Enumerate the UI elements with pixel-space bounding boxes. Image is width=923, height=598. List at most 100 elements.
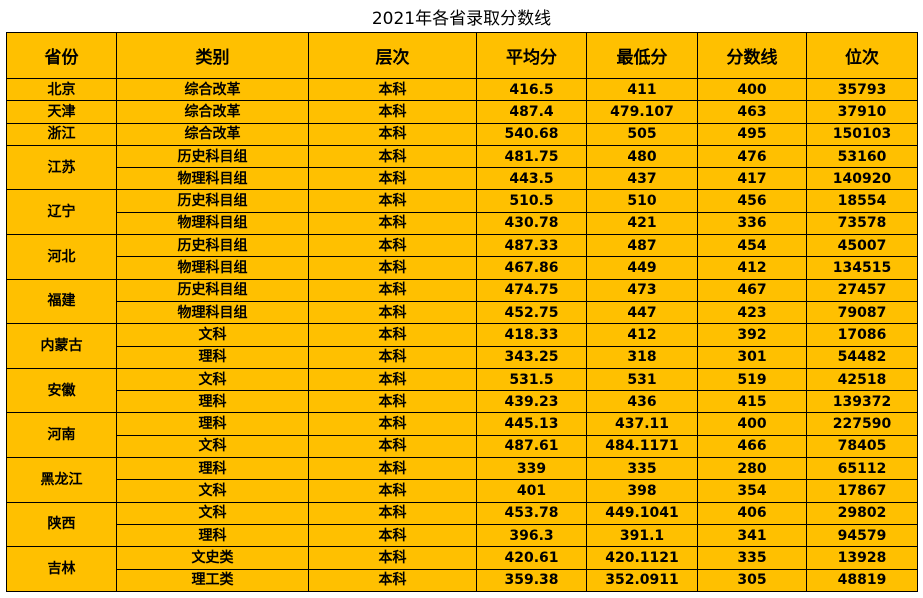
data-cell: 42518: [806, 367, 918, 392]
data-cell: 历史科目组: [116, 278, 309, 302]
data-cell: 354: [697, 479, 807, 503]
data-cell: 474.75: [476, 278, 587, 302]
data-cell: 487.33: [476, 234, 587, 258]
data-cell: 65112: [806, 457, 918, 481]
data-cell: 物理科目组: [116, 300, 309, 325]
data-cell: 文科: [116, 434, 309, 459]
data-cell: 94579: [806, 523, 918, 548]
table-row: 北京 综合改革 本科 416.5 411 400 35793: [6, 77, 918, 102]
data-cell: 479.107: [586, 100, 698, 124]
header-cell: 平均分: [476, 32, 587, 79]
header-row: 省份 类别 层次 平均分 最低分 分数线 位次: [6, 32, 918, 79]
data-cell: 445.13: [476, 412, 587, 436]
data-cell: 398: [586, 479, 698, 503]
data-cell: 392: [697, 323, 807, 347]
data-cell: 335: [586, 457, 698, 481]
data-cell: 467.86: [476, 256, 587, 280]
table-row: 江苏 历史科目组 本科 481.75 480 476 53160: [6, 144, 918, 191]
data-cell: 430.78: [476, 211, 587, 236]
data-cell: 134515: [806, 256, 918, 280]
data-cell: 物理科目组: [116, 211, 309, 236]
data-cell: 本科: [308, 234, 477, 258]
data-cell: 401: [476, 479, 587, 503]
table-row: 黑龙江 理科 本科 339 335 280 65112: [6, 457, 918, 503]
data-cell: 305: [697, 568, 807, 592]
data-cell: 本科: [308, 278, 477, 302]
table-row: 河北 历史科目组 本科 487.33 487 454 45007: [6, 234, 918, 280]
data-cell: 48819: [806, 568, 918, 592]
data-cell: 487.4: [476, 100, 587, 124]
table-row: 吉林 文史类 本科 420.61 420.1121 335 13928: [6, 546, 918, 592]
data-cell: 336: [697, 211, 807, 236]
data-cell: 理科: [116, 345, 309, 369]
data-cell: 历史科目组: [116, 189, 309, 213]
province-cell: 河南: [6, 412, 117, 459]
data-cell: 140920: [806, 167, 918, 191]
data-cell: 454: [697, 234, 807, 258]
data-cell: 510.5: [476, 189, 587, 213]
data-cell: 本科: [308, 77, 477, 102]
table-row: 物理科目组 本科 467.86 449 412 134515: [7, 256, 918, 280]
data-cell: 421: [586, 211, 698, 236]
data-cell: 本科: [308, 167, 477, 191]
data-cell: 本科: [308, 323, 477, 347]
data-cell: 418.33: [476, 323, 587, 347]
data-cell: 437: [586, 167, 698, 191]
data-cell: 文科: [116, 367, 309, 392]
data-cell: 27457: [806, 278, 918, 302]
data-cell: 综合改革: [116, 122, 309, 146]
data-cell: 文科: [116, 479, 309, 503]
data-cell: 79087: [806, 300, 918, 325]
data-cell: 历史科目组: [116, 144, 309, 169]
data-cell: 本科: [308, 367, 477, 392]
header-cell: 最低分: [586, 32, 698, 79]
data-cell: 487: [586, 234, 698, 258]
data-cell: 487.61: [476, 434, 587, 459]
table-row: 理科 本科 439.23 436 415 139372: [7, 390, 918, 414]
data-cell: 历史科目组: [116, 234, 309, 258]
data-cell: 文史类: [116, 546, 309, 570]
data-cell: 本科: [308, 256, 477, 280]
data-cell: 13928: [806, 546, 918, 570]
data-cell: 理工类: [116, 568, 309, 592]
data-cell: 400: [697, 412, 807, 436]
data-cell: 本科: [308, 412, 477, 436]
data-cell: 420.1121: [586, 546, 698, 570]
data-cell: 449: [586, 256, 698, 280]
data-cell: 18554: [806, 189, 918, 213]
data-cell: 301: [697, 345, 807, 369]
data-cell: 本科: [308, 122, 477, 146]
data-cell: 29802: [806, 501, 918, 525]
data-cell: 本科: [308, 300, 477, 325]
score-table: 省份 类别 层次 平均分 最低分 分数线 位次 北京 综合改革 本科 416.5 411 400 357…: [6, 32, 918, 592]
data-cell: 本科: [308, 434, 477, 459]
data-cell: 本科: [308, 546, 477, 570]
data-cell: 本科: [308, 144, 477, 169]
data-cell: 510: [586, 189, 698, 213]
province-cell: 江苏: [6, 144, 117, 191]
table-row: 物理科目组 本科 430.78 421 336 73578: [7, 211, 918, 236]
data-cell: 412: [697, 256, 807, 280]
data-cell: 物理科目组: [116, 256, 309, 280]
data-cell: 339: [476, 457, 587, 481]
data-cell: 443.5: [476, 167, 587, 191]
province-cell: 安徽: [6, 367, 117, 414]
data-cell: 341: [697, 523, 807, 548]
province-cell: 吉林: [6, 546, 117, 592]
data-cell: 综合改革: [116, 77, 309, 102]
data-cell: 35793: [806, 77, 918, 102]
table-row: 安徽 文科 本科 531.5 531 519 42518: [6, 367, 918, 414]
data-cell: 481.75: [476, 144, 587, 169]
header-cell: 类别: [116, 32, 309, 79]
data-cell: 理科: [116, 412, 309, 436]
table-row: 理科 本科 396.3 391.1 341 94579: [7, 523, 918, 548]
data-cell: 本科: [308, 100, 477, 124]
data-cell: 423: [697, 300, 807, 325]
data-cell: 本科: [308, 568, 477, 592]
data-cell: 综合改革: [116, 100, 309, 124]
province-cell: 福建: [6, 278, 117, 325]
data-cell: 531: [586, 367, 698, 392]
data-cell: 473: [586, 278, 698, 302]
data-cell: 415: [697, 390, 807, 414]
